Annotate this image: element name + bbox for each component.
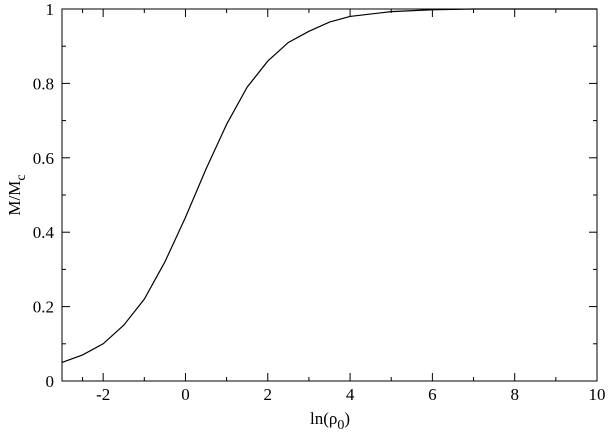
x-label-text: ln(ρ [310,409,337,428]
x-tick-label: -2 [96,385,110,404]
x-axis-label: ln(ρ0) [310,409,350,433]
x-tick-label: 4 [346,385,355,404]
x-tick-label: 8 [510,385,519,404]
y-tick-label: 1 [46,0,55,19]
data-line [61,8,597,363]
y-tick-label: 0 [46,372,55,391]
plot-frame [61,8,598,382]
y-label-text: M/M [5,181,24,216]
y-tick-label: 0.2 [33,298,54,317]
y-tick-label: 0.6 [33,149,54,168]
x-tick-label: 6 [428,385,437,404]
x-label-subscript: 0 [337,418,344,433]
y-label-subscript: c [14,174,29,180]
x-tick-label: 2 [264,385,273,404]
x-label-suffix: ) [344,409,350,428]
y-tick-label: 0.4 [33,223,55,242]
x-tick-label: 10 [589,385,606,404]
x-tick-label: 0 [181,385,190,404]
y-axis-label: M/Mc [5,174,29,215]
y-tick-label: 0.8 [33,74,54,93]
